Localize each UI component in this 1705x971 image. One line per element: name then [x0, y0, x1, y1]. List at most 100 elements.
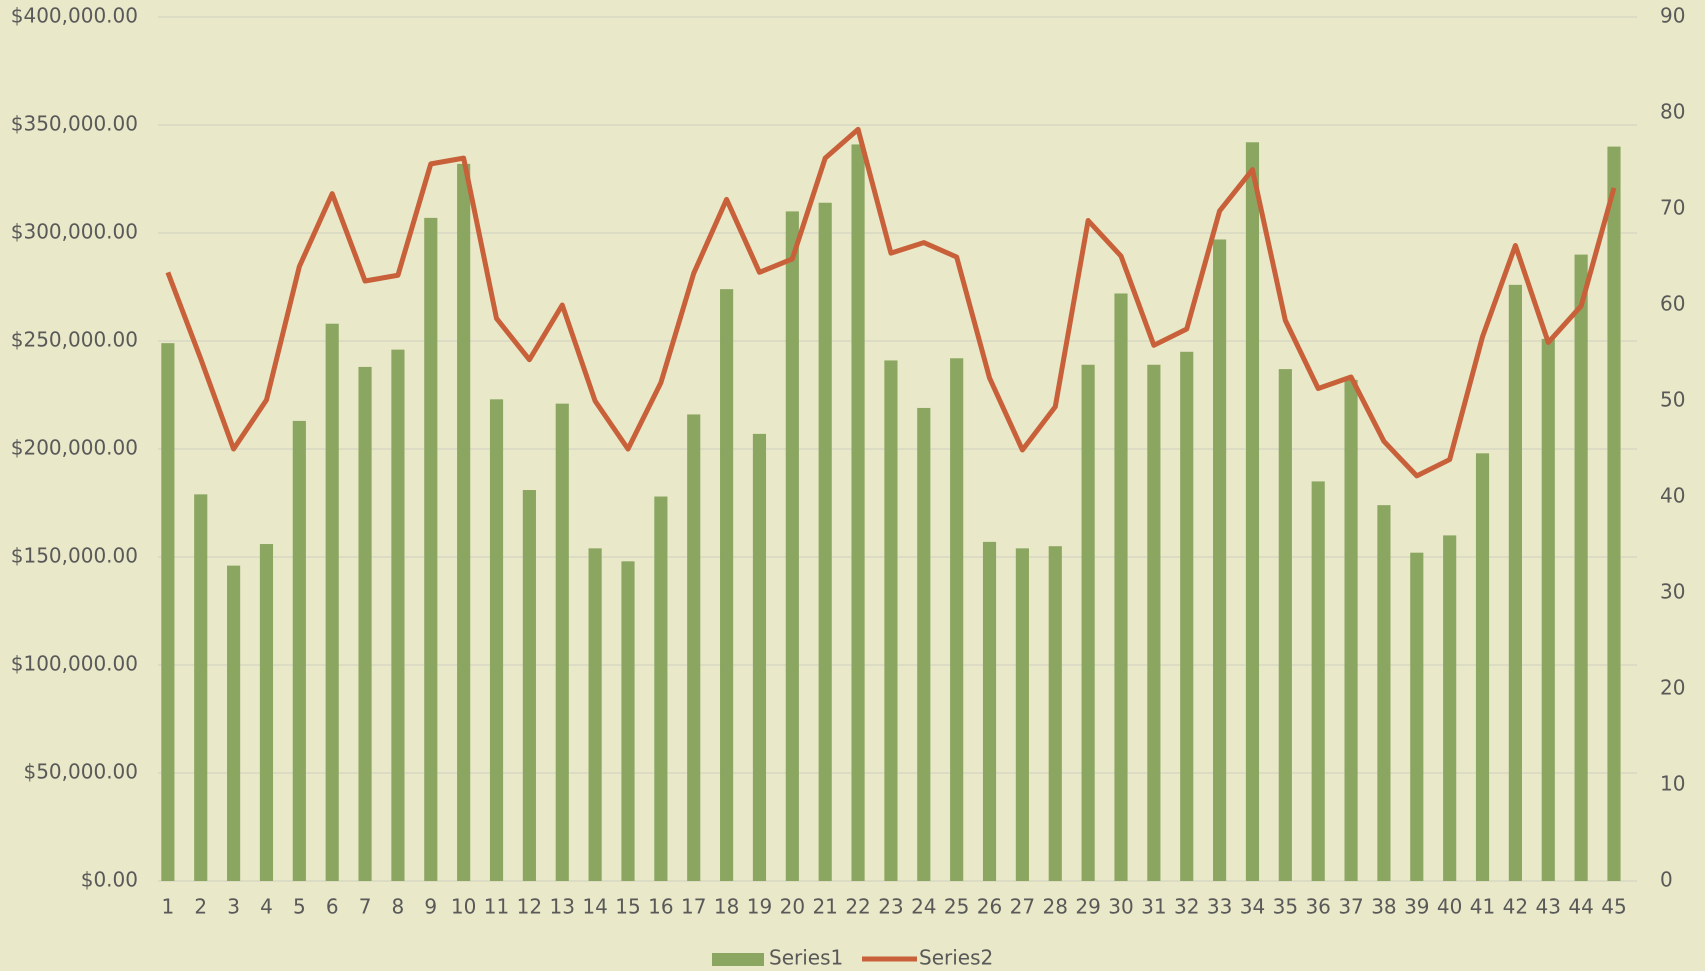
bar — [424, 217, 438, 881]
x-tick-label: 31 — [1141, 895, 1166, 919]
legend-label: Series1 — [769, 946, 843, 970]
bar — [1574, 254, 1588, 882]
x-tick-label: 40 — [1437, 895, 1462, 919]
bar — [785, 211, 799, 881]
bar — [1410, 552, 1424, 881]
y-tick-label: $100,000.00 — [11, 652, 138, 676]
x-tick-label: 11 — [484, 895, 509, 919]
bar — [194, 494, 208, 881]
bar — [522, 490, 536, 881]
bar — [1475, 453, 1490, 881]
x-tick-label: 15 — [615, 895, 640, 919]
y-tick-label: $50,000.00 — [23, 760, 138, 784]
x-tick-label: 23 — [878, 895, 903, 919]
bar — [1081, 364, 1095, 881]
x-tick-label: 13 — [550, 895, 575, 919]
bar — [227, 565, 241, 881]
y-tick-label: $250,000.00 — [11, 328, 138, 352]
x-tick-label: 17 — [681, 895, 706, 919]
x-tick-label: 30 — [1108, 895, 1133, 919]
x-tick-label: 25 — [944, 895, 969, 919]
bar — [818, 202, 832, 881]
x-tick-label: 7 — [359, 895, 372, 919]
bar — [1541, 338, 1555, 882]
x-tick-label: 44 — [1568, 895, 1593, 919]
bar — [325, 323, 339, 882]
bar — [752, 433, 767, 881]
x-tick-label: 39 — [1404, 895, 1429, 919]
bar — [1377, 505, 1391, 881]
bar — [1278, 369, 1292, 881]
x-tick-label: 41 — [1470, 895, 1495, 919]
bar — [1147, 364, 1161, 881]
bar — [555, 403, 569, 881]
legend-swatch — [712, 953, 764, 966]
x-tick-label: 21 — [812, 895, 837, 919]
line — [165, 126, 1617, 479]
y-tick-label: $300,000.00 — [11, 220, 138, 244]
bar — [292, 420, 306, 881]
bar — [917, 407, 931, 881]
x-tick-label: 5 — [293, 895, 306, 919]
x-tick-label: 14 — [582, 895, 607, 919]
x-tick-label: 32 — [1174, 895, 1199, 919]
x-tick-label: 43 — [1536, 895, 1561, 919]
y-tick-label: $0.00 — [81, 868, 138, 892]
bar — [1443, 535, 1457, 881]
bar — [259, 544, 274, 881]
y2-tick-label: 30 — [1660, 580, 1685, 604]
y-tick-label: $200,000.00 — [11, 436, 138, 460]
bar — [621, 561, 635, 881]
bar — [982, 541, 997, 881]
x-tick-label: 1 — [161, 895, 174, 919]
y2-tick-label: 20 — [1660, 676, 1685, 700]
bar — [1048, 546, 1062, 881]
x-tick-label: 10 — [451, 895, 476, 919]
bar — [950, 358, 964, 881]
bar — [1015, 548, 1029, 881]
x-tick-label: 9 — [424, 895, 437, 919]
x-tick-label: 22 — [845, 895, 870, 919]
x-tick-label: 28 — [1043, 895, 1068, 919]
bar — [588, 548, 602, 881]
x-tick-label: 33 — [1207, 895, 1232, 919]
x-tick-label: 42 — [1503, 895, 1528, 919]
y-tick-label: $350,000.00 — [11, 112, 138, 136]
y2-tick-label: 70 — [1660, 196, 1685, 220]
bar — [457, 163, 471, 881]
x-tick-label: 38 — [1371, 895, 1396, 919]
y-tick-label: $400,000.00 — [11, 4, 138, 28]
y2-tick-label: 60 — [1660, 292, 1685, 316]
x-tick-label: 2 — [194, 895, 207, 919]
x-tick-label: 26 — [977, 895, 1002, 919]
x-tick-label: 20 — [780, 895, 805, 919]
x-tick-label: 24 — [911, 895, 936, 919]
x-tick-label: 19 — [747, 895, 772, 919]
x-tick-label: 4 — [260, 895, 273, 919]
y2-tick-label: 80 — [1660, 100, 1685, 124]
bar — [1311, 481, 1325, 881]
bar — [654, 496, 668, 881]
x-tick-label: 12 — [517, 895, 542, 919]
x-tick-label: 18 — [714, 895, 739, 919]
x-tick-label: 45 — [1601, 895, 1626, 919]
y2-tick-label: 10 — [1660, 772, 1685, 796]
x-tick-label: 8 — [392, 895, 405, 919]
y2-tick-label: 0 — [1660, 868, 1673, 892]
bar — [1508, 284, 1522, 882]
bar — [851, 144, 865, 881]
y2-tick-label: 50 — [1660, 388, 1685, 412]
x-tick-label: 16 — [648, 895, 673, 919]
x-tick-label: 37 — [1338, 895, 1363, 919]
x-tick-label: 35 — [1273, 895, 1298, 919]
x-tick-label: 27 — [1010, 895, 1035, 919]
bar — [161, 343, 175, 881]
x-tick-label: 29 — [1075, 895, 1100, 919]
bar — [391, 349, 405, 881]
bar — [1213, 239, 1227, 882]
x-tick-label: 6 — [326, 895, 339, 919]
legend-label: Series2 — [919, 946, 993, 970]
x-tick-label: 36 — [1305, 895, 1330, 919]
bar — [720, 289, 734, 881]
